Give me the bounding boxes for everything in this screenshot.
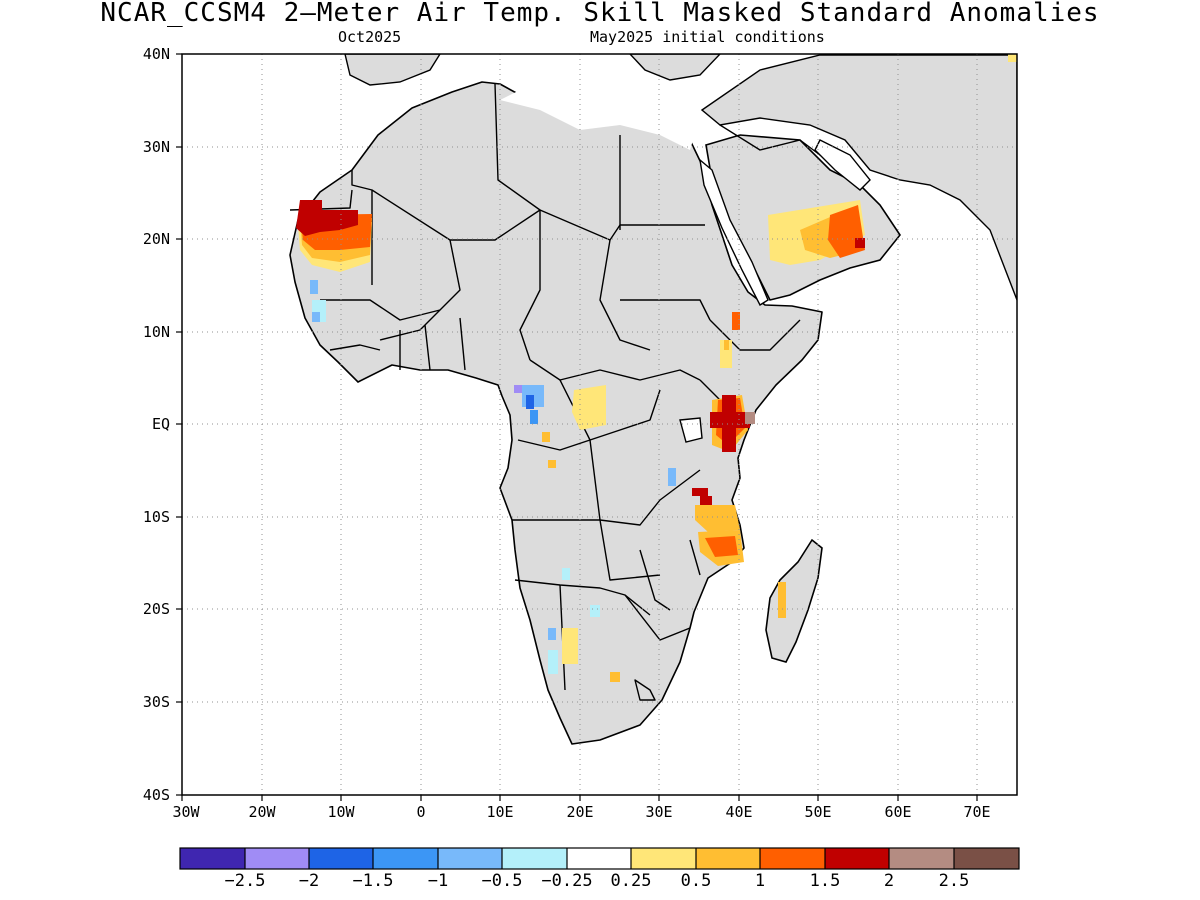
colorbar-label: −0.5 bbox=[481, 871, 523, 891]
colorbar-swatch bbox=[180, 848, 245, 869]
anomaly-central-05 bbox=[572, 385, 606, 430]
colorbar-label: −2.5 bbox=[224, 871, 266, 891]
anomaly-ethiopia-15 bbox=[732, 312, 740, 330]
europe-landmass bbox=[344, 54, 441, 86]
colorbar-swatch bbox=[502, 848, 567, 869]
anomaly-gabon-cool bbox=[514, 385, 522, 393]
red-sea bbox=[699, 158, 769, 306]
colorbar-swatch bbox=[889, 848, 954, 869]
anomaly-mauritania-2 bbox=[296, 200, 358, 236]
lat-label: 40S bbox=[142, 786, 170, 804]
lon-label: 30E bbox=[645, 803, 673, 821]
anomaly-senegal-cool bbox=[310, 280, 318, 294]
colorbar-swatch bbox=[760, 848, 825, 869]
lon-label: 60E bbox=[884, 803, 912, 821]
colorbar-swatch bbox=[954, 848, 1019, 869]
colorbar-swatch bbox=[825, 848, 889, 869]
map-grid bbox=[182, 54, 1017, 795]
lat-label: 30S bbox=[142, 693, 170, 711]
colorbar-swatch bbox=[567, 848, 631, 869]
colorbar-label: 1.5 bbox=[809, 871, 841, 891]
madagascar bbox=[765, 538, 823, 663]
lon-label: 30W bbox=[172, 803, 200, 821]
lon-label: 20W bbox=[248, 803, 276, 821]
colorbar-label: 0.25 bbox=[610, 871, 652, 891]
anomaly-southern-05 bbox=[562, 628, 578, 664]
colorbar-swatch bbox=[309, 848, 373, 869]
colorbar-label: 0.5 bbox=[680, 871, 712, 891]
colorbar-label: −1.5 bbox=[352, 871, 394, 891]
colorbar-swatch bbox=[631, 848, 696, 869]
lon-label: 10E bbox=[486, 803, 514, 821]
chart-title: NCAR_CCSM4 2—Meter Air Temp. Skill Maske… bbox=[100, 0, 1100, 28]
valid-month: Oct2025 bbox=[338, 28, 402, 46]
lat-label: 30N bbox=[142, 138, 170, 156]
anomaly-madagascar-1 bbox=[778, 582, 786, 618]
anomaly-tanzania-2 bbox=[692, 488, 708, 496]
lake-victoria bbox=[679, 417, 703, 443]
colorbar-label: −2 bbox=[298, 871, 320, 891]
initial-conditions: May2025 initial conditions bbox=[590, 28, 825, 46]
lon-label: 50E bbox=[804, 803, 832, 821]
anomaly-kenya-2 bbox=[710, 395, 750, 452]
middle-east-landmass bbox=[700, 54, 1017, 301]
lon-label: 20E bbox=[566, 803, 594, 821]
axis-ticks bbox=[176, 53, 978, 801]
europe-east-landmass bbox=[629, 54, 721, 81]
anomaly-shading bbox=[296, 54, 1017, 682]
lat-label: 20N bbox=[142, 230, 170, 248]
colorbar-swatch bbox=[438, 848, 502, 869]
lat-label: EQ bbox=[151, 415, 170, 433]
lat-label: 40N bbox=[142, 45, 170, 63]
lon-label: 0 bbox=[416, 803, 426, 821]
anomaly-tanzania-1 bbox=[695, 505, 740, 532]
lat-label: 10S bbox=[142, 508, 170, 526]
anomaly-mozambique-15 bbox=[705, 536, 738, 557]
lon-label: 40E bbox=[725, 803, 753, 821]
colorbar-swatch bbox=[373, 848, 438, 869]
colorbar-swatch bbox=[696, 848, 760, 869]
colorbar-label: 2 bbox=[883, 871, 895, 891]
lon-label: 10W bbox=[327, 803, 355, 821]
colorbar-label: 1 bbox=[754, 871, 766, 891]
anomaly-arabia-2 bbox=[855, 238, 865, 248]
colorbar bbox=[179, 847, 1020, 870]
colorbar-label: −0.25 bbox=[541, 871, 593, 891]
lat-label: 20S bbox=[142, 600, 170, 618]
lat-label: 10N bbox=[142, 323, 170, 341]
map-area bbox=[182, 54, 1017, 795]
colorbar-label: 2.5 bbox=[938, 871, 970, 891]
lon-label: 70E bbox=[963, 803, 991, 821]
persian-gulf bbox=[814, 139, 871, 191]
colorbar-swatch bbox=[245, 848, 309, 869]
colorbar-label: −1 bbox=[427, 871, 449, 891]
